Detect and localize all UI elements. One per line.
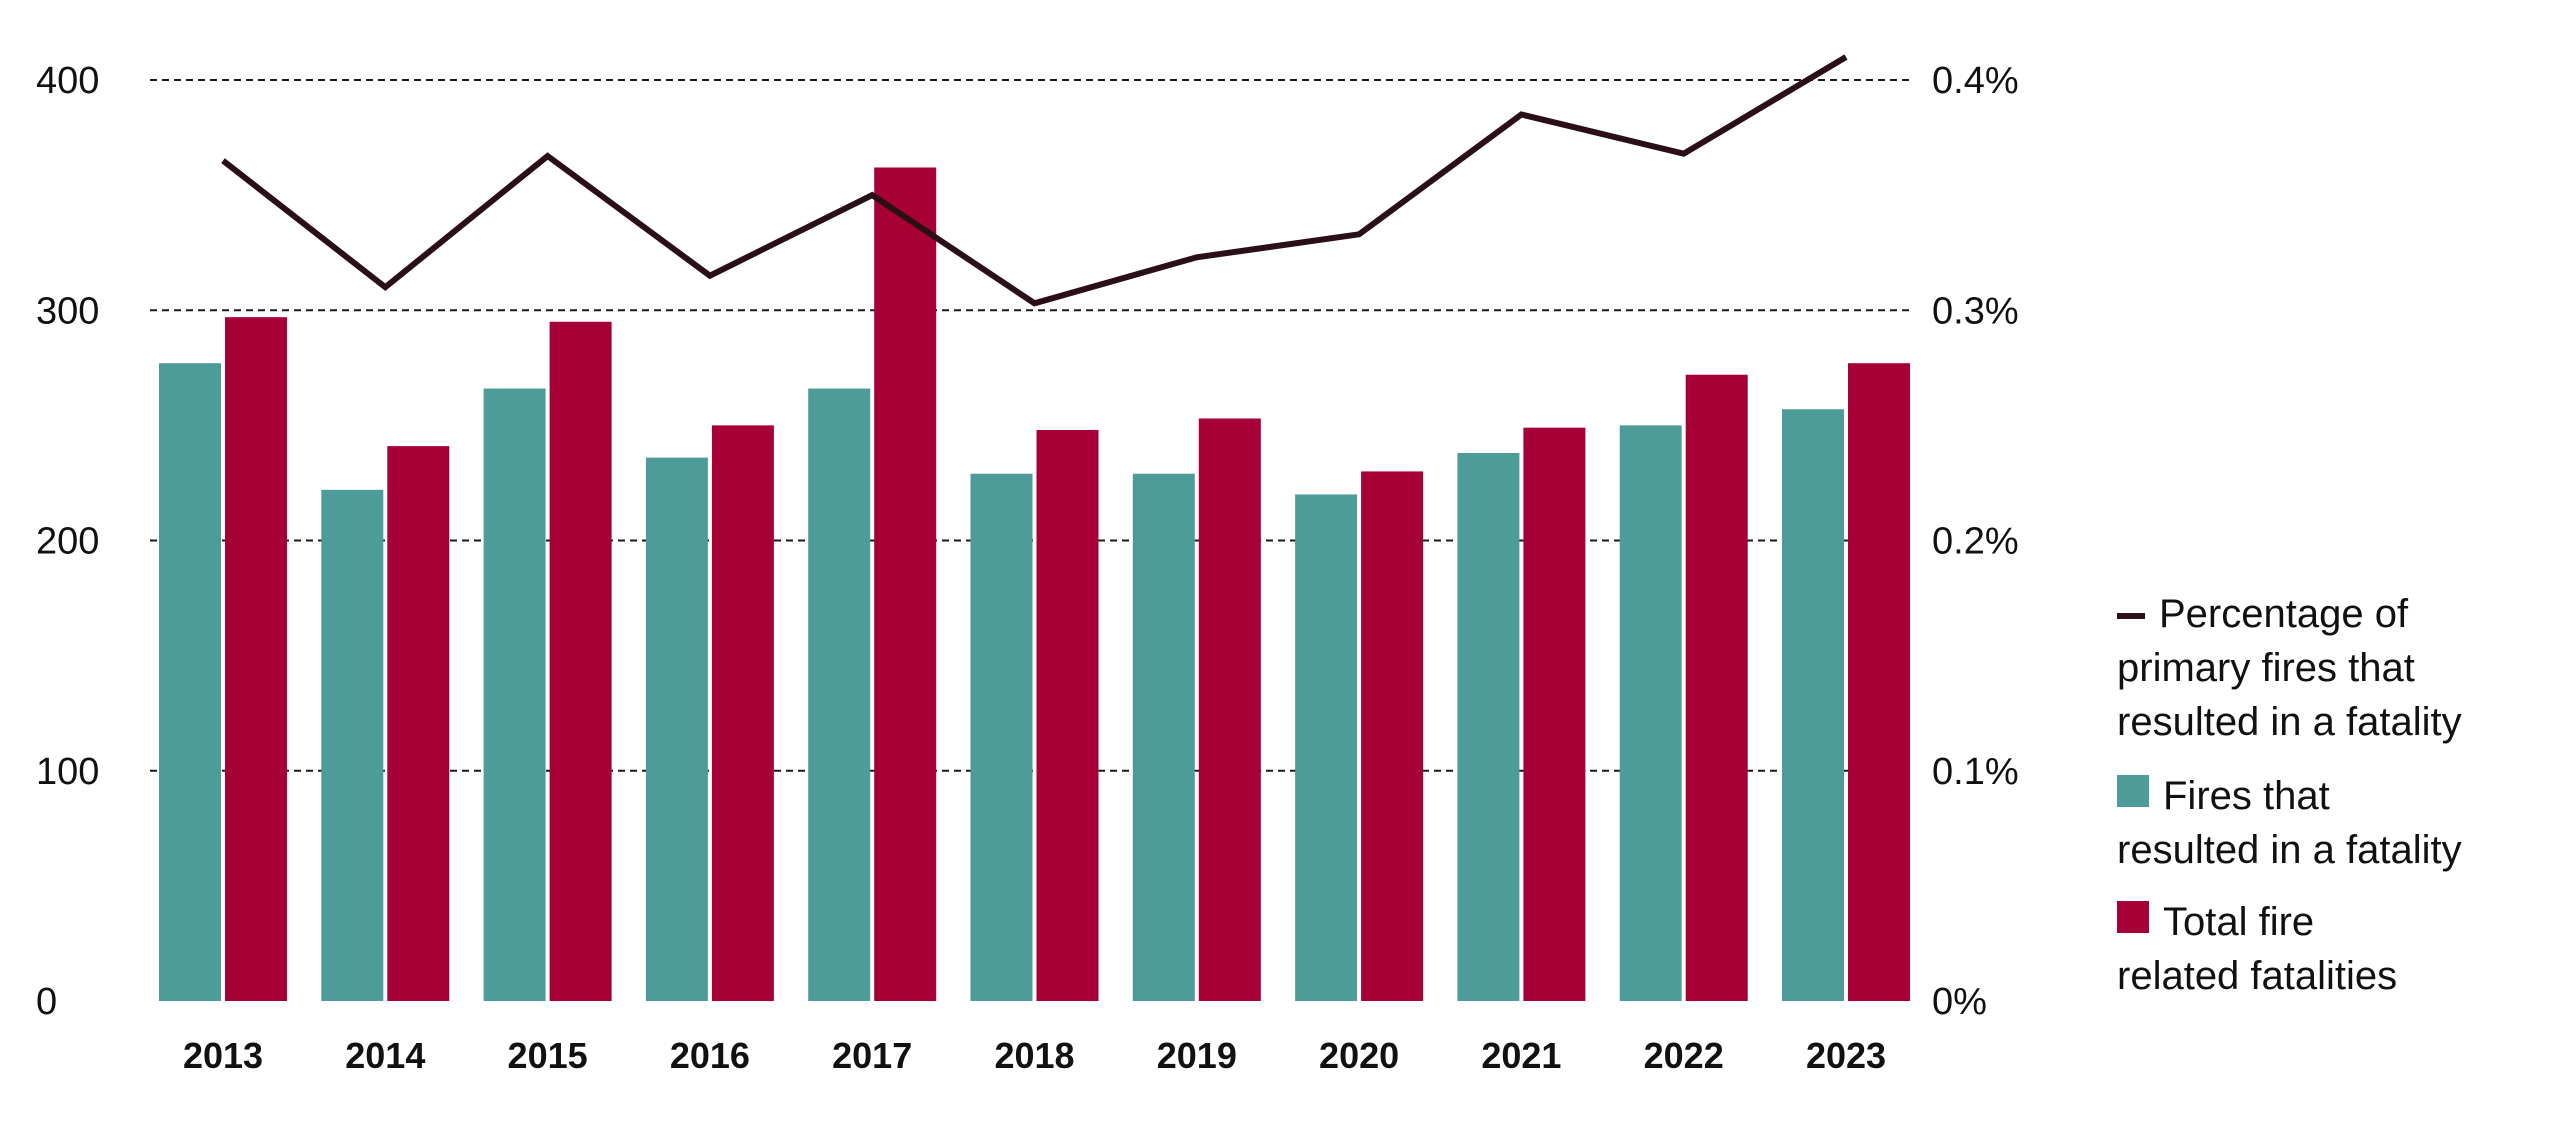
- fires-bar: [159, 363, 221, 1001]
- fires-bar: [1457, 453, 1520, 1001]
- legend-label: Total fire: [2163, 900, 2314, 944]
- fires-bar: [1619, 425, 1682, 1001]
- left-axis-tick-label: 200: [36, 521, 99, 563]
- left-axis-tick-label: 0: [36, 981, 57, 1023]
- right-axis-tick-label: 0.1%: [1932, 751, 2019, 793]
- x-axis: 2013 2014 2015 2016 2017 2018 2019 2020 2021 2022…: [183, 1035, 1886, 1076]
- left-axis-tick-label: 100: [36, 751, 99, 793]
- legend-item: Percentage of primary fires that resulted …: [2117, 592, 2462, 744]
- fires-bar: [321, 489, 384, 1001]
- percentage-line-layer: [221, 54, 1848, 307]
- x-axis-tick-label: 2022: [1644, 1035, 1724, 1076]
- right-axis-tick-label: 0.3%: [1932, 290, 2019, 332]
- fatalities-bar: [1848, 363, 1910, 1001]
- x-axis-tick-label: 2018: [994, 1035, 1074, 1076]
- legend-label: resulted in a fatality: [2117, 700, 2462, 744]
- legend-square-swatch: [2117, 775, 2149, 807]
- right-y-axis: 0% 0.1% 0.2% 0.3% 0.4%: [1932, 60, 2019, 1023]
- percentage-line: [221, 54, 1848, 307]
- legend-label: primary fires that: [2117, 646, 2415, 690]
- left-axis-tick-label: 400: [36, 60, 99, 102]
- left-axis-tick-label: 300: [36, 290, 99, 332]
- x-axis-tick-label: 2019: [1157, 1035, 1237, 1076]
- legend-label: Fires that: [2163, 774, 2330, 818]
- fatalities-bar: [387, 446, 450, 1001]
- fires-bar: [1782, 409, 1844, 1001]
- fatalities-bar: [711, 425, 774, 1001]
- legend-item: Fires that resulted in a fatality: [2117, 774, 2462, 872]
- legend-label: related fatalities: [2117, 954, 2397, 998]
- fatalities-bar: [1523, 427, 1586, 1001]
- x-axis-tick-label: 2013: [183, 1035, 263, 1076]
- fires-bar: [808, 388, 871, 1001]
- fatalities-bar: [874, 167, 937, 1001]
- fatalities-bar: [1685, 374, 1748, 1002]
- fires-bar: [645, 457, 708, 1001]
- legend-label: resulted in a fatality: [2117, 828, 2462, 872]
- x-axis-tick-label: 2015: [508, 1035, 588, 1076]
- right-axis-tick-label: 0%: [1932, 981, 1987, 1023]
- x-axis-tick-label: 2023: [1806, 1035, 1886, 1076]
- fatalities-bar: [1361, 471, 1424, 1001]
- x-axis-tick-label: 2021: [1481, 1035, 1561, 1076]
- legend-label: Percentage of: [2159, 592, 2409, 636]
- bars: [159, 167, 1910, 1002]
- fatalities-bar: [549, 321, 612, 1001]
- x-axis-tick-label: 2017: [832, 1035, 912, 1076]
- fatalities-bar: [1036, 429, 1099, 1002]
- x-axis-tick-label: 2016: [670, 1035, 750, 1076]
- legend-square-swatch: [2117, 901, 2149, 933]
- left-y-axis: 0 100 200 300 400: [36, 60, 99, 1023]
- x-axis-tick-label: 2020: [1319, 1035, 1399, 1076]
- fires-bar: [483, 388, 546, 1001]
- fires-bar: [970, 473, 1033, 1001]
- legend: Percentage of primary fires that resulted …: [2117, 592, 2462, 998]
- right-axis-tick-label: 0.4%: [1932, 60, 2019, 102]
- right-axis-tick-label: 0.2%: [1932, 521, 2019, 563]
- fires-bar: [1295, 494, 1358, 1001]
- legend-item: Total fire related fatalities: [2117, 900, 2397, 998]
- fatalities-bar: [1198, 418, 1261, 1001]
- fires-bar: [1132, 473, 1195, 1001]
- x-axis-tick-label: 2014: [345, 1035, 425, 1076]
- fatalities-bar: [225, 317, 287, 1002]
